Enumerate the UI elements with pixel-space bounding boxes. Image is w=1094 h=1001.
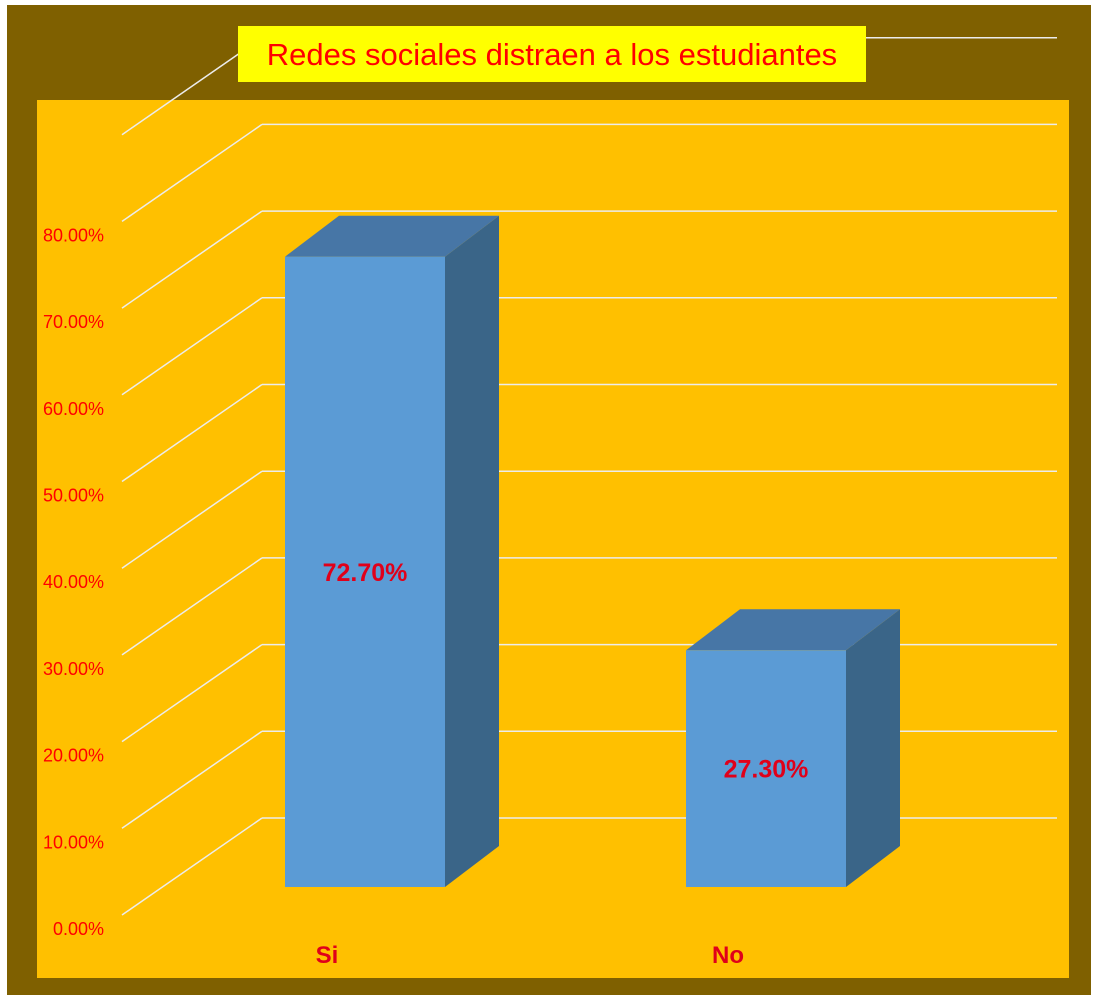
y-axis: 0.00% 10.00% 20.00% 30.00% 40.00% 50.00% 60.00… bbox=[43, 225, 104, 939]
x-tick-label: No bbox=[712, 942, 744, 969]
y-tick-label: 0.00% bbox=[53, 919, 104, 939]
gridline-diagonal bbox=[121, 123, 263, 223]
y-tick-label: 60.00% bbox=[43, 399, 104, 419]
data-label: 72.70% bbox=[323, 559, 408, 587]
bar-side bbox=[846, 609, 900, 887]
data-label: 27.30% bbox=[724, 756, 809, 784]
gridline-diagonal bbox=[121, 297, 263, 396]
title-background bbox=[238, 26, 866, 82]
gridline-diagonal bbox=[121, 557, 263, 656]
bar-top bbox=[285, 215, 499, 257]
x-axis: Si No bbox=[316, 942, 744, 969]
y-tick-label: 70.00% bbox=[43, 312, 104, 332]
bar-side bbox=[445, 215, 499, 888]
bar-si: 72.70% bbox=[285, 215, 499, 888]
chart-title: Redes sociales distraen a los estudiante… bbox=[267, 37, 837, 72]
y-tick-label: 30.00% bbox=[43, 659, 104, 679]
gridline-diagonal bbox=[121, 383, 263, 483]
bar-no: 27.30% bbox=[686, 609, 900, 887]
gridline-diagonal bbox=[121, 643, 263, 743]
gridline-diagonal bbox=[121, 470, 263, 569]
y-tick-label: 20.00% bbox=[43, 746, 104, 766]
bars: 72.70% 27.30% bbox=[285, 215, 900, 888]
bar-front bbox=[285, 256, 445, 887]
x-tick-label: Si bbox=[316, 942, 339, 969]
bar-front bbox=[686, 650, 846, 887]
y-tick-label: 50.00% bbox=[43, 486, 104, 506]
y-tick-label: 40.00% bbox=[43, 572, 104, 592]
gridline-diagonal bbox=[121, 817, 263, 916]
gridline-diagonal bbox=[121, 210, 263, 309]
y-tick-label: 10.00% bbox=[43, 832, 104, 852]
bar-top bbox=[686, 609, 900, 651]
y-tick-label: 80.00% bbox=[43, 225, 104, 245]
plot-area bbox=[37, 100, 1069, 978]
gridline-diagonal bbox=[121, 730, 263, 829]
